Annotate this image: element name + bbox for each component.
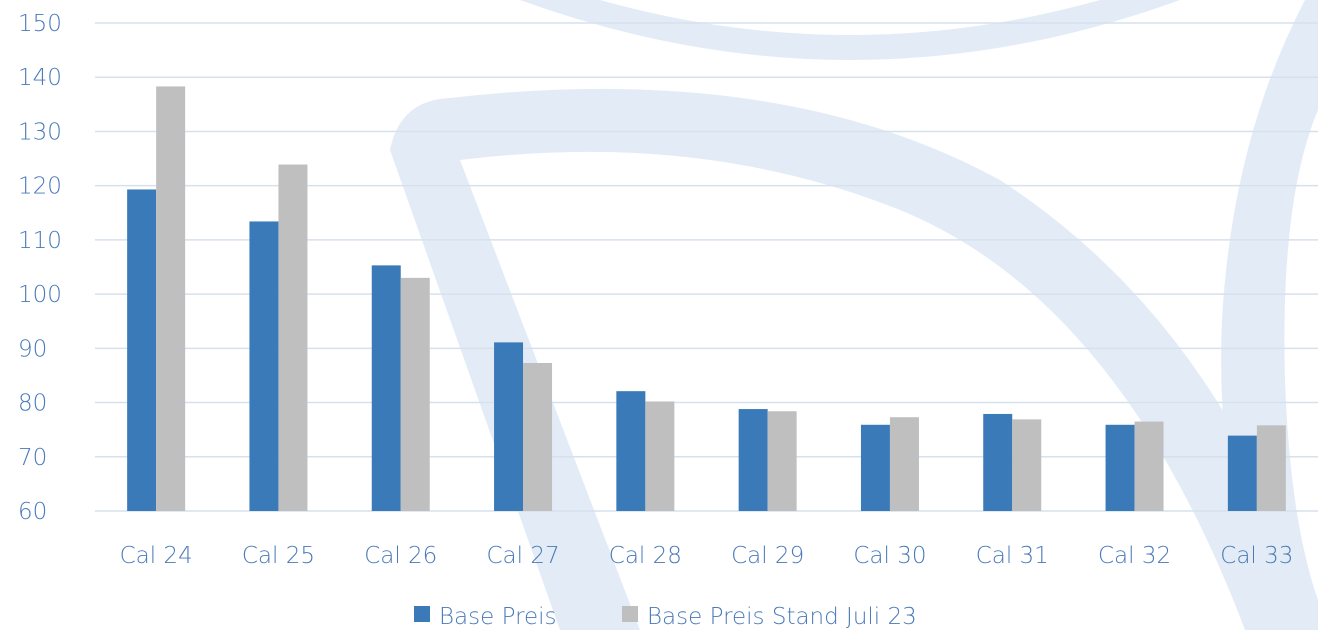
bar-base-preis-cal-29	[738, 409, 768, 511]
bar-base-preis-cal-31	[983, 413, 1013, 511]
bar-base-preis-cal-32	[1105, 424, 1135, 511]
y-tick-label-150: 150	[18, 11, 62, 37]
x-category-label-cal-31: Cal 31	[976, 543, 1049, 569]
x-category-label-cal-27: Cal 27	[486, 543, 559, 569]
watermark-arc-top	[520, 0, 1180, 60]
bar-base-preis-cal-26	[371, 265, 401, 511]
y-tick-label-90: 90	[18, 336, 47, 362]
bars	[127, 86, 1286, 511]
bar-base-preis-stand-juli-23-cal-30	[889, 417, 919, 511]
x-category-label-cal-25: Cal 25	[242, 543, 315, 569]
x-category-label-cal-29: Cal 29	[731, 543, 804, 569]
x-category-label-cal-24: Cal 24	[120, 543, 193, 569]
background-watermark	[390, 0, 1318, 630]
bar-base-preis-cal-27	[494, 342, 524, 511]
bar-base-preis-stand-juli-23-cal-29	[767, 411, 797, 511]
y-tick-label-60: 60	[18, 499, 47, 525]
bar-base-preis-stand-juli-23-cal-32	[1134, 421, 1164, 511]
x-category-label-cal-26: Cal 26	[364, 543, 437, 569]
watermark-swoosh	[390, 88, 1318, 630]
bar-base-preis-cal-28	[616, 391, 646, 511]
y-tick-label-140: 140	[18, 65, 62, 91]
legend-base-preis-stand-juli-23-label: Base Preis Stand Juli 23	[647, 604, 917, 630]
y-axis-ticks: 60 70 80 90 100 110 120 130 140 150	[18, 11, 62, 525]
bar-base-preis-cal-30	[860, 424, 890, 511]
y-tick-label-100: 100	[18, 282, 62, 308]
y-tick-label-80: 80	[18, 391, 47, 417]
y-tick-label-120: 120	[18, 174, 62, 200]
bar-base-preis-stand-juli-23-cal-26	[400, 277, 430, 511]
bar-base-preis-cal-33	[1227, 435, 1257, 511]
y-tick-label-70: 70	[18, 445, 47, 471]
x-category-label-cal-28: Cal 28	[609, 543, 682, 569]
x-category-label-cal-33: Cal 33	[1220, 543, 1293, 569]
bar-base-preis-stand-juli-23-cal-28	[645, 401, 675, 511]
bar-base-preis-stand-juli-23-cal-27	[523, 362, 553, 511]
x-category-label-cal-30: Cal 30	[853, 543, 926, 569]
y-tick-label-130: 130	[18, 119, 62, 145]
legend-base-preis-swatch	[414, 606, 430, 622]
bar-base-preis-stand-juli-23-cal-24	[156, 86, 186, 511]
legend-base-preis-stand-juli-23-swatch	[622, 606, 638, 622]
bar-base-preis-cal-25	[249, 221, 279, 511]
x-axis-categories: Cal 24 Cal 25 Cal 26 Cal 27 Cal 28 Cal 29 Cal …	[120, 543, 1294, 569]
legend-base-preis-label: Base Preis	[439, 604, 557, 630]
bar-base-preis-cal-24	[127, 189, 157, 511]
bar-base-preis-stand-juli-23-cal-25	[278, 164, 308, 511]
x-category-label-cal-32: Cal 32	[1098, 543, 1171, 569]
y-tick-label-110: 110	[18, 228, 62, 254]
bar-base-preis-stand-juli-23-cal-33	[1256, 425, 1286, 511]
legend: Base Preis Base Preis Stand Juli 23	[414, 604, 917, 630]
bar-base-preis-stand-juli-23-cal-31	[1012, 419, 1042, 511]
